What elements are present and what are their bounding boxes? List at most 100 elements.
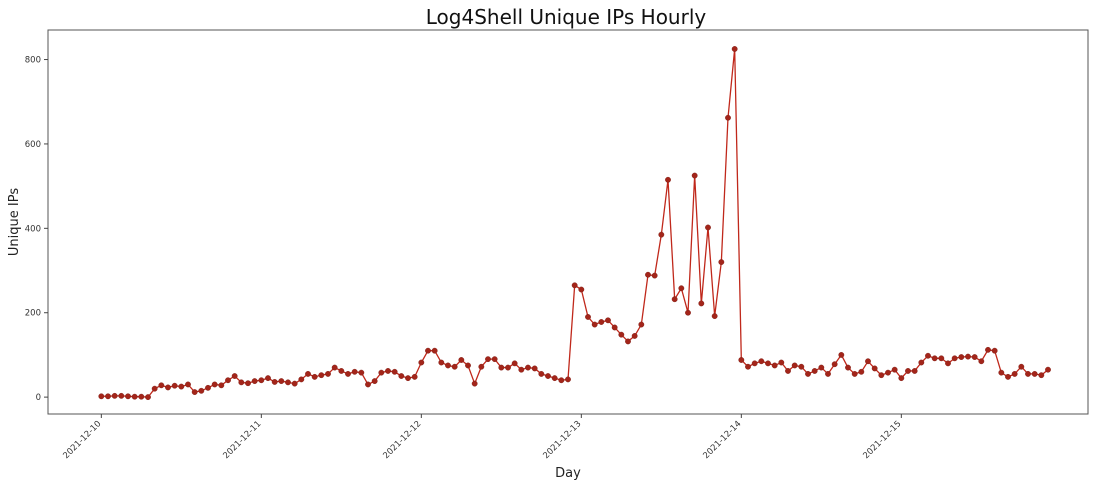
- data-point: [98, 393, 105, 400]
- data-point: [438, 359, 445, 366]
- data-point: [671, 296, 678, 303]
- data-point: [898, 375, 905, 382]
- data-point: [645, 271, 651, 278]
- data-point: [791, 362, 798, 369]
- data-point: [771, 362, 778, 369]
- data-point: [538, 371, 545, 377]
- y-tick-label: 0: [36, 393, 41, 403]
- data-point: [218, 382, 225, 389]
- data-point: [545, 373, 551, 379]
- data-point: [991, 347, 998, 354]
- data-point: [618, 331, 625, 338]
- data-point: [305, 371, 311, 377]
- data-point: [938, 355, 945, 362]
- data-point: [911, 368, 918, 374]
- data-point: [1025, 371, 1031, 377]
- y-tick-label: 200: [25, 309, 41, 319]
- data-point: [191, 389, 198, 395]
- data-point: [778, 359, 785, 366]
- data-point: [658, 231, 665, 238]
- data-point: [958, 354, 965, 360]
- data-point: [665, 176, 671, 183]
- data-point: [798, 363, 805, 370]
- data-point: [378, 369, 385, 376]
- data-point: [818, 364, 825, 371]
- data-point: [1005, 373, 1011, 380]
- data-point: [785, 368, 791, 374]
- data-point: [865, 358, 871, 365]
- data-point: [118, 392, 125, 399]
- data-point: [551, 375, 558, 382]
- data-point: [598, 319, 605, 325]
- data-point: [838, 352, 845, 358]
- data-point: [625, 338, 631, 345]
- data-point: [138, 393, 145, 400]
- data-point: [165, 384, 171, 391]
- y-tick-label: 800: [25, 56, 41, 66]
- data-point: [485, 356, 491, 363]
- data-point: [1011, 371, 1018, 377]
- data-point: [325, 371, 331, 377]
- data-point: [805, 371, 811, 377]
- data-point: [978, 358, 985, 365]
- plot-area: [47, 29, 1089, 415]
- data-point: [1038, 372, 1045, 379]
- data-point: [558, 377, 565, 384]
- chart-title: Log4Shell Unique IPs Hourly: [426, 5, 707, 29]
- data-point: [198, 387, 205, 394]
- data-point: [338, 368, 345, 374]
- data-point: [878, 372, 885, 379]
- data-point: [278, 378, 285, 384]
- data-point: [238, 379, 245, 386]
- data-point: [698, 300, 705, 307]
- data-point: [445, 362, 451, 369]
- data-point: [518, 366, 525, 373]
- data-point: [951, 355, 958, 362]
- data-point: [525, 364, 531, 371]
- data-point: [705, 224, 711, 231]
- data-point: [685, 309, 691, 316]
- data-point: [185, 381, 191, 388]
- data-point: [691, 172, 698, 179]
- data-point: [251, 378, 258, 384]
- data-point: [505, 364, 511, 371]
- data-point: [511, 360, 518, 367]
- data-point: [945, 360, 951, 367]
- data-point: [431, 347, 438, 354]
- data-point: [985, 346, 991, 353]
- data-point: [331, 364, 338, 371]
- data-point: [298, 376, 305, 383]
- data-point: [491, 356, 498, 363]
- x-tick-label: 2021-12-14: [701, 419, 743, 461]
- data-point: [451, 363, 458, 370]
- x-tick-label: 2021-12-10: [61, 419, 103, 461]
- y-tick-label: 400: [25, 224, 41, 234]
- data-point: [265, 375, 271, 382]
- x-tick-label: 2021-12-11: [221, 419, 263, 461]
- data-point: [245, 380, 251, 387]
- data-point: [371, 378, 378, 384]
- data-point: [258, 377, 265, 384]
- data-point: [638, 321, 645, 328]
- data-point: [471, 380, 478, 387]
- data-point: [351, 368, 358, 375]
- x-tick-label: 2021-12-13: [541, 419, 583, 461]
- data-point: [225, 377, 231, 384]
- data-point: [605, 317, 611, 324]
- x-axis: 2021-12-10 2021-12-11 2021-12-12 2021-12-13…: [61, 414, 903, 461]
- data-point: [105, 393, 111, 400]
- data-point: [745, 363, 751, 370]
- data-point: [391, 368, 398, 375]
- data-point: [111, 392, 118, 399]
- data-point: [411, 373, 418, 380]
- data-point: [271, 379, 278, 385]
- data-point: [418, 359, 425, 366]
- data-point: [725, 114, 731, 121]
- data-point: [845, 364, 851, 371]
- data-point: [718, 259, 725, 265]
- data-point: [365, 381, 371, 388]
- data-point: [211, 381, 218, 388]
- data-point: [291, 380, 298, 387]
- data-point: [971, 354, 978, 360]
- data-point: [731, 46, 738, 52]
